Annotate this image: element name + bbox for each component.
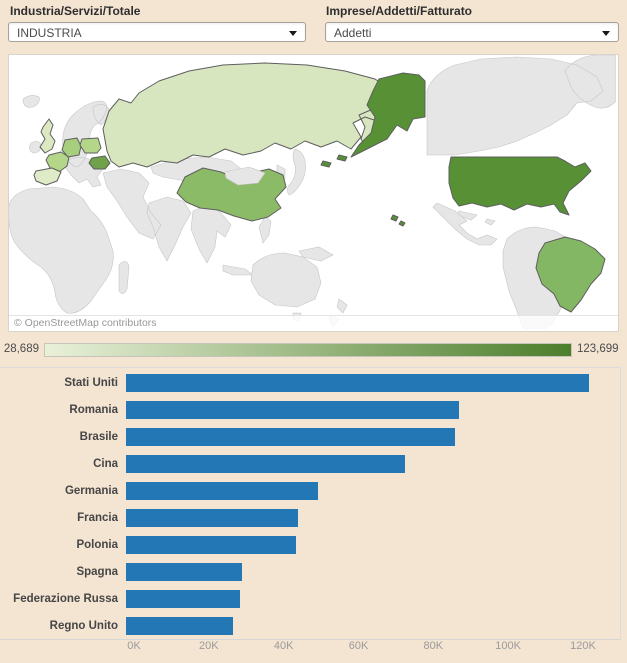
bar-track (126, 616, 620, 635)
bar[interactable] (126, 616, 234, 635)
bar[interactable] (126, 481, 318, 500)
legend-min-value: 28,689 (3, 343, 39, 355)
bar-category-label: Spagna (76, 565, 118, 578)
map-country-alaska[interactable] (320, 72, 426, 168)
bar-row: Regno Unito (0, 612, 620, 639)
bar-row: Federazione Russa (0, 585, 620, 612)
bar[interactable] (126, 508, 299, 527)
bar-category-label: Regno Unito (49, 619, 118, 632)
bar-track (126, 400, 620, 419)
chevron-down-icon (289, 31, 297, 36)
x-axis-tick: 20K (199, 640, 219, 652)
map-landmass-australia (250, 252, 322, 308)
map-country-spagna[interactable] (33, 167, 62, 186)
map-country-stati-uniti[interactable] (448, 156, 592, 216)
bar-track (126, 373, 620, 392)
x-axis-tick: 40K (273, 640, 294, 652)
bar[interactable] (126, 589, 241, 608)
bar-category-label: Francia (77, 511, 118, 524)
bar-row: Brasile (0, 423, 620, 450)
bar-row: Spagna (0, 558, 620, 585)
bar-row: Romania (0, 396, 620, 423)
bar-category-label: Cina (93, 457, 118, 470)
map-country-regno-unito[interactable] (39, 118, 56, 154)
filter-measure-dropdown[interactable]: Addetti (325, 22, 619, 42)
bar-track (126, 508, 620, 527)
bar[interactable] (126, 454, 405, 473)
map-country-germania[interactable] (61, 137, 82, 158)
x-axis-tick: 100K (495, 640, 521, 652)
bar-chart: Stati Uniti Romania Brasile Cina Germania Fra… (0, 367, 621, 640)
map-landmass-mongolia (224, 166, 266, 186)
bar[interactable] (126, 427, 456, 446)
bar-category-label: Stati Uniti (64, 376, 118, 389)
filter-dimension-dropdown[interactable]: INDUSTRIA (8, 22, 306, 42)
bar[interactable] (126, 535, 296, 554)
x-axis-tick: 0K (127, 640, 141, 652)
x-axis-tick: 80K (423, 640, 444, 652)
x-axis-tick: 60K (348, 640, 369, 652)
bar-track (126, 481, 620, 500)
bar-row: Stati Uniti (0, 369, 620, 396)
x-axis-tick: 120K (570, 640, 596, 652)
bar-category-label: Germania (64, 484, 118, 497)
bar-track (126, 535, 620, 554)
bar[interactable] (126, 562, 242, 581)
bar-category-label: Brasile (79, 430, 118, 443)
filter-measure-label: Imprese/Addetti/Fatturato (326, 4, 473, 18)
bar-track (126, 454, 620, 473)
map-country-hawaii[interactable] (390, 214, 406, 227)
world-map[interactable] (9, 55, 616, 329)
bar-category-label: Polonia (76, 538, 118, 551)
bar[interactable] (126, 373, 589, 392)
color-legend-gradient (44, 343, 572, 357)
chevron-down-icon (602, 31, 610, 36)
world-map-panel[interactable]: © OpenStreetMap contributors (8, 54, 619, 332)
map-country-francia[interactable] (45, 151, 70, 173)
bar-row: Cina (0, 450, 620, 477)
filter-dimension-value: INDUSTRIA (17, 26, 82, 40)
x-axis: 0K 20K 40K 60K 80K 100K 120K (127, 640, 627, 656)
filter-measure-value: Addetti (334, 26, 372, 40)
legend-max-value: 123,699 (577, 343, 619, 355)
map-country-brasile[interactable] (535, 236, 606, 313)
map-attribution: © OpenStreetMap contributors (9, 315, 618, 331)
bar[interactable] (126, 400, 459, 419)
bar-category-label: Romania (69, 403, 118, 416)
filter-dimension-label: Industria/Servizi/Totale (10, 4, 141, 18)
bar-category-label: Federazione Russa (13, 592, 118, 605)
bar-row: Germania (0, 477, 620, 504)
bar-track (126, 589, 620, 608)
bar-chart-rows: Stati Uniti Romania Brasile Cina Germania Fra… (0, 369, 620, 639)
map-country-polonia[interactable] (79, 137, 102, 154)
bar-track (126, 562, 620, 581)
bar-row: Polonia (0, 531, 620, 558)
bar-track (126, 427, 620, 446)
map-country-romania[interactable] (88, 155, 111, 170)
bar-row: Francia (0, 504, 620, 531)
